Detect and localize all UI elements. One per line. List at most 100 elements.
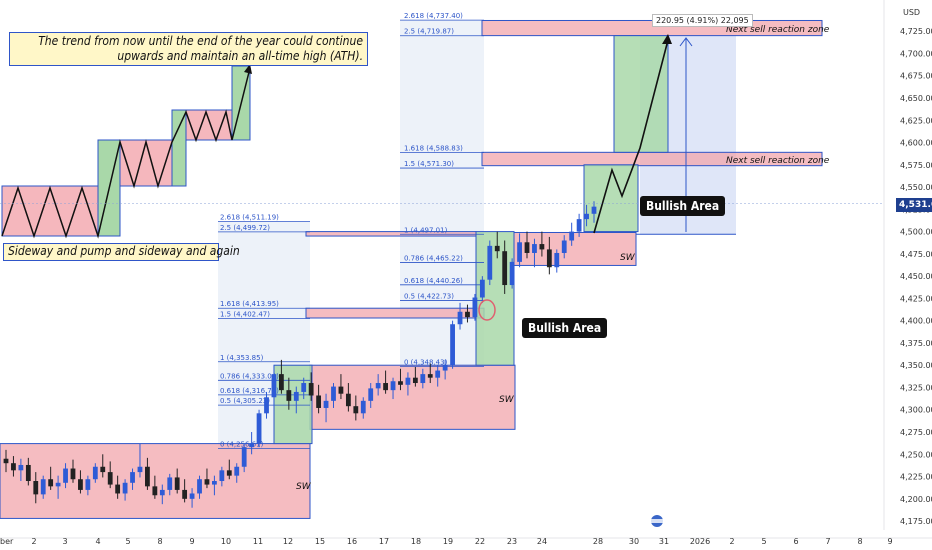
x-tick-label: 31: [659, 537, 669, 546]
candle-body: [517, 242, 522, 262]
candle-body: [420, 374, 426, 384]
candle-body: [159, 489, 165, 496]
candle-body: [405, 377, 411, 385]
candle-body: [25, 464, 31, 482]
candle-body: [107, 472, 113, 485]
candle-body: [576, 219, 582, 232]
measure-arrow: [679, 37, 693, 47]
candle-body: [33, 481, 39, 495]
candle-body: [18, 464, 24, 471]
sw-label: SW: [499, 395, 515, 405]
y-tick-label: 4,475.00: [900, 250, 932, 259]
x-tick-label: 30: [629, 537, 639, 546]
x-tick-label: 23: [507, 537, 517, 546]
sw-label: SW: [296, 482, 312, 492]
candle-body: [92, 466, 98, 480]
x-tick-label: 16: [347, 537, 357, 546]
fib-label-b: 0.5 (4,422.73): [404, 292, 454, 300]
fib-label-b: 2.5 (4,719.87): [404, 28, 454, 36]
candle-body: [249, 443, 255, 448]
sell-zone-label: Next sell reaction zone: [726, 156, 830, 166]
fib-label-a: 1 (4,353.85): [220, 354, 264, 362]
candle-body: [383, 383, 388, 391]
x-tick-label: 17: [379, 537, 389, 546]
candle-body: [479, 279, 485, 298]
y-tick-label: 4,625.00: [900, 116, 932, 125]
candle-body: [524, 242, 530, 253]
resistance-zone-1: [305, 307, 485, 319]
x-tick-label: 5: [761, 537, 766, 546]
candle-body: [331, 386, 336, 401]
x-tick-label: 3: [62, 537, 67, 546]
x-tick-label: ber: [0, 537, 14, 546]
candle-body: [293, 391, 299, 401]
candle-body: [63, 468, 68, 483]
x-tick-label: 19: [443, 537, 453, 546]
candle-body: [502, 251, 508, 286]
candle-body: [78, 479, 83, 490]
x-tick-label: 8: [157, 537, 162, 546]
x-tick-label: 22: [475, 537, 485, 546]
candle-body: [487, 245, 493, 280]
candle-body: [457, 311, 463, 325]
candle-body: [197, 479, 202, 494]
bullish-area-label-upper: Bullish Area: [640, 196, 726, 216]
x-tick-label: 7: [825, 537, 830, 546]
candle-body: [435, 370, 441, 378]
sketch-arrow-head: [244, 64, 252, 74]
fib-label-a: 0.5 (4,305.23): [220, 397, 270, 405]
measure-tag: 220.95 (4.91%) 22,095: [652, 14, 753, 27]
candle-body: [316, 395, 322, 408]
fib-label-b: 2.618 (4,737.40): [404, 12, 463, 20]
y-tick-label: 4,375.00: [900, 339, 932, 348]
candle-body: [360, 400, 366, 414]
y-tick-label: 4,200.00: [900, 495, 932, 504]
candle-body: [465, 311, 470, 318]
candle-body: [390, 381, 396, 391]
candle-body: [167, 477, 173, 490]
x-tick-label: 2: [31, 537, 36, 546]
current-price-tag: 4,531.68: [896, 198, 932, 212]
candle-body: [152, 486, 158, 496]
candle-body: [182, 489, 188, 499]
y-tick-label: 4,450.00: [900, 272, 932, 281]
fib-label-b: 0.786 (4,465.22): [404, 255, 463, 263]
candle-body: [323, 400, 329, 408]
candle-body: [11, 463, 16, 471]
candle-body: [271, 374, 277, 398]
fib-label-b: 1 (4,497.01): [404, 226, 448, 234]
candle-body: [3, 458, 9, 464]
y-tick-label: 4,225.00: [900, 473, 932, 482]
fib-label-a: 1.618 (4,413.95): [220, 300, 279, 308]
x-tick-label: 8: [857, 537, 862, 546]
x-tick-label: 2026: [690, 537, 710, 546]
sideway-note: Sideway and pump and sideway and again: [3, 243, 240, 261]
sw-label: SW: [620, 253, 636, 263]
candle-body: [226, 470, 232, 476]
trend-note: The trend from now until the end of the …: [9, 32, 368, 66]
candle-body: [145, 466, 150, 487]
candle-body: [189, 493, 195, 499]
pump-zone-2: [475, 231, 515, 366]
y-tick-label: 4,600.00: [900, 139, 932, 148]
resistance-zone-2: [305, 231, 477, 237]
x-tick-label: 18: [411, 537, 421, 546]
candle-body: [40, 479, 46, 495]
candle-body: [278, 374, 284, 391]
fib-label-a: 0.786 (4,333.04): [220, 372, 279, 380]
candle-body: [353, 406, 359, 414]
candle-body: [398, 381, 403, 385]
candle-body: [100, 466, 106, 473]
fib-label-b: 1.618 (4,588.83): [404, 144, 463, 152]
y-tick-label: 4,300.00: [900, 406, 932, 415]
pump-zone-4: [613, 35, 669, 153]
sketch-zigzag: [1, 67, 251, 239]
x-tick-label: 24: [537, 537, 547, 546]
sketch-box-2: [119, 139, 173, 187]
candle-body: [174, 477, 180, 490]
fib-label-a: 0 (4,256.61): [220, 440, 264, 448]
candle-body: [546, 249, 552, 268]
candle-body: [55, 482, 61, 487]
x-tick-label: 6: [793, 537, 798, 546]
